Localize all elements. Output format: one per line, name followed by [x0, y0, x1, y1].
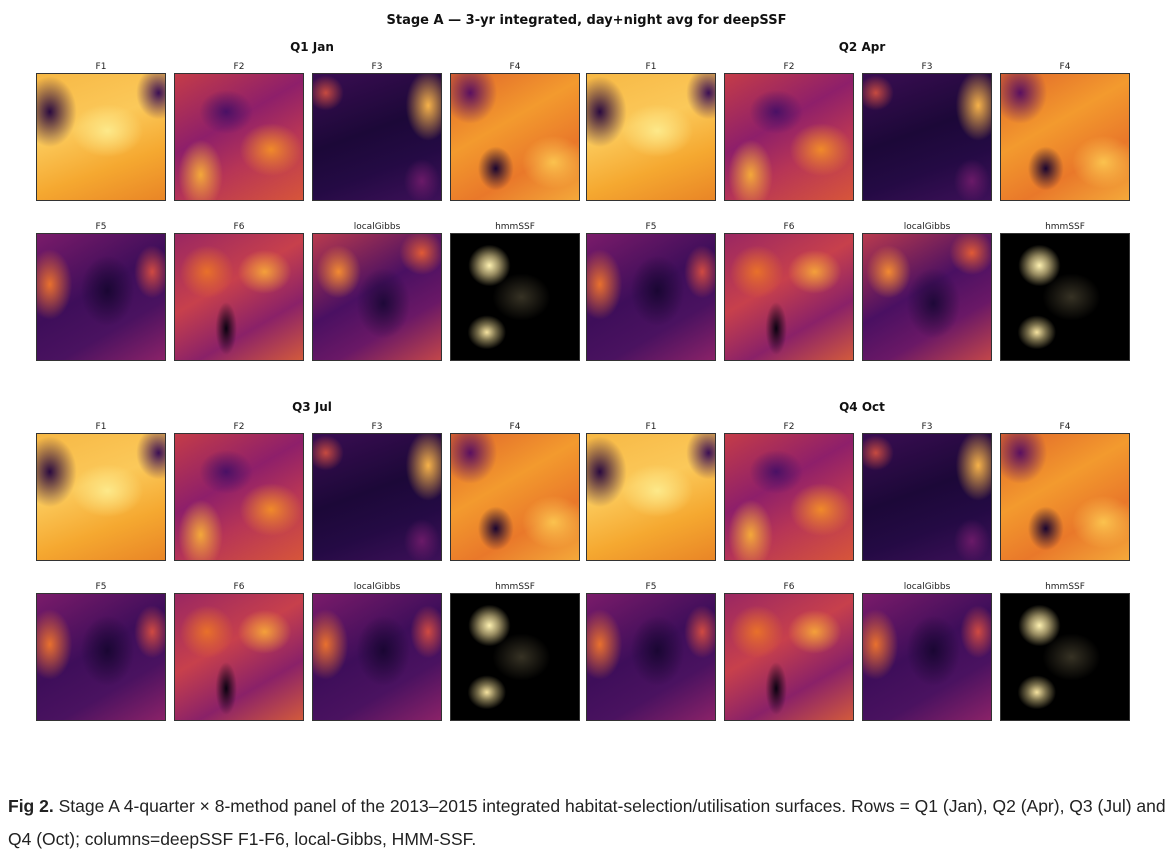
panel-label: localGibbs: [353, 222, 401, 232]
caption-text: Stage A 4-quarter × 8-method panel of th…: [8, 796, 1166, 849]
habitat-map: [36, 73, 166, 201]
panel-label: F2: [783, 422, 795, 432]
panel-label: F5: [645, 222, 657, 232]
panel-label: F6: [783, 222, 795, 232]
panel-label: F3: [921, 422, 933, 432]
panel-label: hmmSSF: [495, 582, 535, 592]
habitat-map: [36, 233, 166, 361]
panel-label: F3: [371, 62, 383, 72]
habitat-map: [724, 433, 854, 561]
panel-label: F5: [95, 222, 107, 232]
panel-label: F4: [509, 62, 521, 72]
habitat-map: [174, 233, 304, 361]
habitat-map: [586, 73, 716, 201]
panel-label: F3: [921, 62, 933, 72]
panel-label: F5: [645, 582, 657, 592]
quarter-title: Q4 Oct: [839, 400, 885, 414]
habitat-map: [312, 593, 442, 721]
panel-label: F2: [783, 62, 795, 72]
panel-label: F2: [233, 62, 245, 72]
figure-number: Fig 2.: [8, 796, 54, 816]
habitat-map: [1000, 233, 1130, 361]
habitat-map: [862, 433, 992, 561]
habitat-map: [586, 593, 716, 721]
panel-label: F2: [233, 422, 245, 432]
panel-label: F1: [645, 62, 657, 72]
habitat-map: [724, 593, 854, 721]
panel-label: hmmSSF: [495, 222, 535, 232]
habitat-map: [1000, 433, 1130, 561]
panel-label: localGibbs: [903, 582, 951, 592]
figure-title: Stage A — 3-yr integrated, day+night avg…: [386, 13, 787, 28]
panel-label: F3: [371, 422, 383, 432]
panel-label: F4: [1059, 62, 1071, 72]
habitat-map: [36, 433, 166, 561]
habitat-map: [586, 433, 716, 561]
habitat-map: [312, 433, 442, 561]
panel-label: F1: [95, 422, 107, 432]
panel-label: F5: [95, 582, 107, 592]
panel-label: F1: [95, 62, 107, 72]
panel-label: hmmSSF: [1045, 222, 1085, 232]
panel-label: F1: [645, 422, 657, 432]
panel-label: F4: [509, 422, 521, 432]
figure-caption: Fig 2. Stage A 4-quarter × 8-method pane…: [8, 790, 1166, 856]
quarter-title: Q1 Jan: [290, 40, 334, 54]
habitat-map: [862, 233, 992, 361]
habitat-map: [1000, 73, 1130, 201]
panel-label: F6: [233, 582, 245, 592]
habitat-map: [174, 593, 304, 721]
habitat-map: [312, 73, 442, 201]
habitat-map: [450, 233, 580, 361]
habitat-map: [450, 73, 580, 201]
habitat-map: [450, 593, 580, 721]
panel-label: localGibbs: [903, 222, 951, 232]
panel-label: hmmSSF: [1045, 582, 1085, 592]
habitat-map: [862, 593, 992, 721]
habitat-map: [586, 233, 716, 361]
habitat-map: [174, 433, 304, 561]
panel-label: localGibbs: [353, 582, 401, 592]
habitat-map: [450, 433, 580, 561]
habitat-map: [724, 73, 854, 201]
habitat-map: [1000, 593, 1130, 721]
quarter-title: Q2 Apr: [838, 40, 886, 54]
quarter-title: Q3 Jul: [292, 400, 332, 414]
panel-label: F6: [233, 222, 245, 232]
habitat-map: [36, 593, 166, 721]
habitat-map: [312, 233, 442, 361]
habitat-map: [862, 73, 992, 201]
habitat-map: [174, 73, 304, 201]
panel-label: F6: [783, 582, 795, 592]
habitat-map: [724, 233, 854, 361]
panel-label: F4: [1059, 422, 1071, 432]
